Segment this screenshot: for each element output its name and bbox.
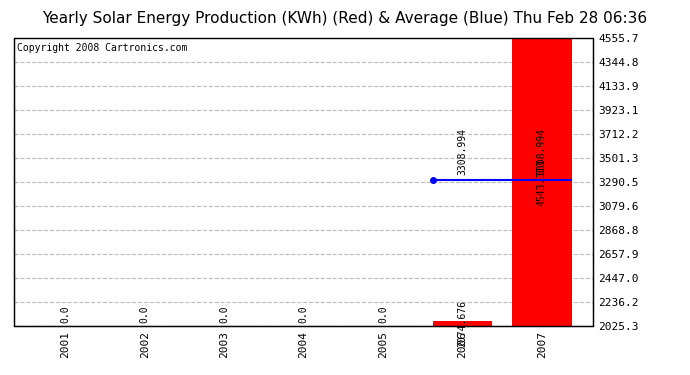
Bar: [353, 326, 413, 375]
Bar: [115, 326, 175, 375]
Text: 0.0: 0.0: [299, 306, 308, 323]
Bar: [274, 326, 333, 375]
Text: 3308.994: 3308.994: [457, 128, 467, 175]
Text: 0.0: 0.0: [378, 306, 388, 323]
Text: 0.0: 0.0: [219, 306, 229, 323]
Bar: [36, 326, 95, 375]
Text: 0.0: 0.0: [61, 306, 70, 323]
Text: Yearly Solar Energy Production (KWh) (Red) & Average (Blue) Thu Feb 28 06:36: Yearly Solar Energy Production (KWh) (Re…: [43, 11, 647, 26]
Text: 4543.313: 4543.313: [537, 159, 546, 206]
Bar: [195, 326, 254, 375]
Text: 3308.994: 3308.994: [537, 128, 546, 175]
Bar: [512, 39, 571, 326]
Bar: [433, 321, 492, 326]
Text: 2074.676: 2074.676: [457, 300, 467, 347]
Text: 0.0: 0.0: [140, 306, 150, 323]
Text: Copyright 2008 Cartronics.com: Copyright 2008 Cartronics.com: [17, 43, 187, 53]
